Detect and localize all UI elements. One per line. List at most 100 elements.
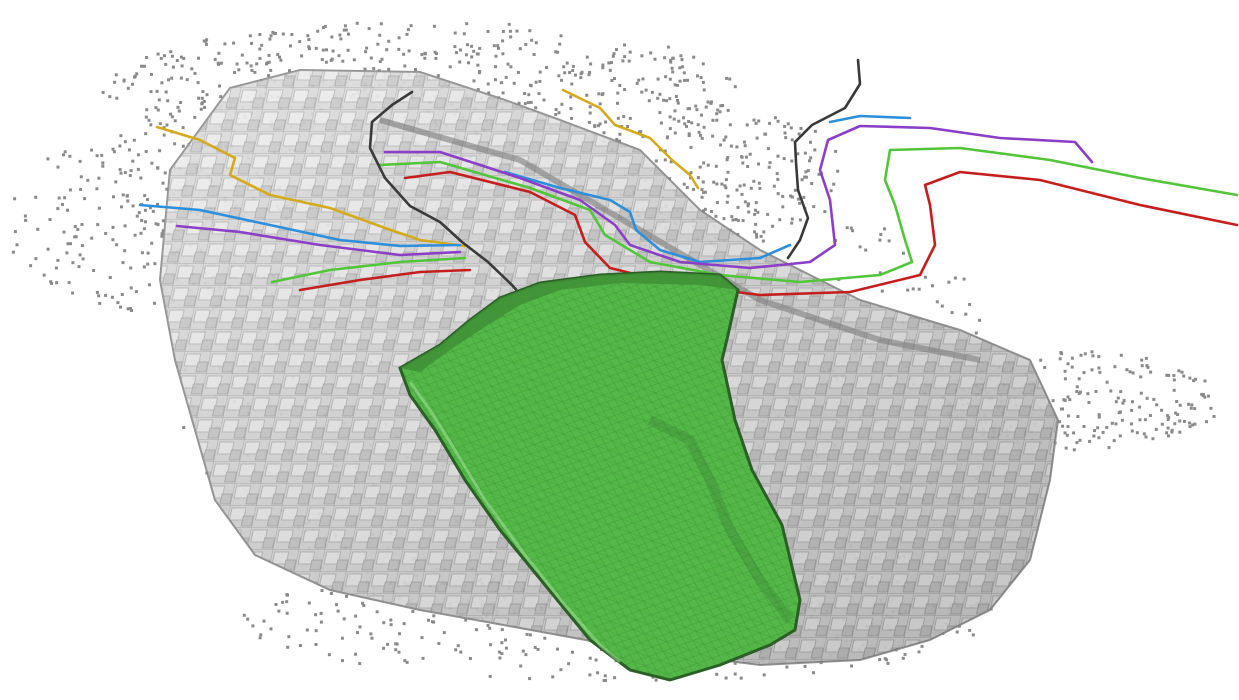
point	[1086, 392, 1090, 396]
point	[616, 116, 620, 120]
point	[361, 601, 365, 605]
point	[1105, 380, 1109, 384]
point	[1145, 364, 1149, 368]
point	[714, 164, 718, 168]
point	[623, 55, 627, 59]
point	[534, 80, 538, 84]
point	[176, 105, 180, 109]
point	[355, 21, 359, 25]
point	[719, 104, 723, 108]
point	[494, 78, 497, 82]
point	[733, 672, 737, 676]
point	[687, 134, 691, 137]
point	[526, 101, 530, 105]
curve-gold-1	[155, 125, 467, 248]
point	[738, 184, 742, 188]
point	[663, 56, 667, 60]
point	[743, 140, 746, 144]
point	[528, 29, 532, 33]
point	[676, 83, 680, 87]
point	[663, 149, 667, 153]
point	[786, 122, 790, 126]
point	[405, 660, 409, 664]
point	[656, 77, 660, 81]
point	[741, 219, 745, 223]
point	[181, 126, 185, 130]
point	[1075, 385, 1079, 389]
point	[154, 222, 158, 226]
point	[674, 95, 678, 98]
point	[571, 64, 575, 68]
point	[136, 153, 140, 157]
point	[610, 79, 614, 82]
point	[878, 658, 882, 661]
point	[205, 93, 209, 97]
point	[516, 71, 520, 74]
point	[832, 182, 836, 186]
point	[146, 251, 150, 255]
point	[219, 95, 223, 99]
point	[836, 169, 840, 173]
point	[528, 633, 532, 637]
point	[487, 91, 491, 95]
point	[1117, 411, 1121, 415]
point	[500, 652, 504, 656]
point	[673, 83, 677, 87]
point	[23, 214, 27, 218]
point	[378, 60, 382, 64]
point	[86, 178, 90, 182]
point	[758, 186, 762, 190]
point	[375, 610, 379, 614]
point	[637, 78, 641, 82]
point	[255, 62, 259, 66]
point	[278, 55, 281, 59]
point	[499, 81, 503, 85]
point	[803, 664, 807, 668]
point	[746, 165, 750, 168]
point	[453, 31, 457, 35]
surface-rim	[400, 272, 738, 372]
point	[112, 195, 115, 199]
point	[1177, 369, 1181, 373]
point	[724, 676, 728, 680]
point	[367, 27, 371, 31]
point	[1140, 364, 1144, 368]
point	[666, 135, 669, 139]
point	[603, 674, 607, 678]
point	[149, 123, 153, 127]
point	[126, 199, 130, 203]
point	[407, 49, 411, 53]
point	[879, 233, 883, 236]
point	[858, 245, 862, 249]
point	[703, 207, 707, 211]
point	[671, 70, 675, 74]
point	[640, 90, 644, 94]
point	[144, 115, 148, 119]
point	[132, 138, 136, 142]
curve-black	[368, 58, 862, 302]
point	[104, 232, 108, 235]
point	[394, 648, 398, 652]
point	[781, 205, 785, 209]
point	[1096, 426, 1100, 430]
point	[354, 614, 358, 618]
point	[570, 82, 574, 86]
point	[56, 258, 60, 262]
point	[793, 188, 797, 192]
point	[667, 45, 670, 49]
surface-shadow	[647, 415, 794, 623]
point	[462, 32, 466, 36]
point	[962, 277, 966, 281]
point	[504, 646, 508, 650]
point	[345, 594, 348, 598]
point	[448, 65, 452, 69]
curve-blue-3	[828, 114, 912, 124]
point	[1097, 415, 1101, 419]
point	[376, 42, 380, 46]
point	[114, 73, 118, 77]
point	[702, 191, 706, 195]
point	[1051, 399, 1055, 403]
point	[1101, 431, 1105, 434]
point	[145, 56, 149, 59]
point	[755, 235, 759, 239]
